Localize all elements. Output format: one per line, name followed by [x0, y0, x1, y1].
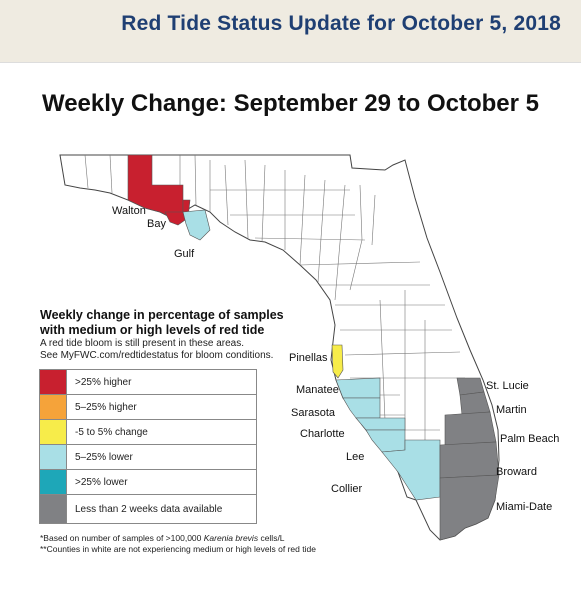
- legend-swatch: [40, 470, 67, 494]
- legend-table: >25% higher 5–25% higher -5 to 5% change…: [39, 369, 257, 524]
- legend-row: Less than 2 weeks data available: [40, 495, 256, 523]
- legend-label: 5–25% higher: [75, 401, 137, 413]
- county-fill-charlotte: [355, 417, 406, 431]
- page-title: Red Tide Status Update for October 5, 20…: [121, 12, 561, 35]
- county-label-manatee: Manatee: [296, 384, 339, 396]
- footnote-2: **Counties in white are not experiencing…: [40, 544, 316, 554]
- county-label-st-lucie: St. Lucie: [486, 380, 529, 392]
- footnote-1-post: cells/L: [258, 533, 285, 543]
- county-label-walton: Walton: [112, 205, 146, 217]
- legend-label: -5 to 5% change: [75, 426, 148, 438]
- legend-swatch: [40, 495, 67, 523]
- county-fill-lee: [365, 429, 406, 453]
- county-label-miami-date: Miami-Date: [496, 501, 553, 513]
- legend-label: 5–25% lower: [75, 451, 133, 463]
- county-label-martin: Martin: [496, 404, 527, 416]
- legend-swatch: [40, 420, 67, 444]
- county-fill-gulf: [182, 209, 211, 241]
- county-label-broward: Broward: [496, 466, 537, 478]
- footnote-1: *Based on number of samples of >100,000 …: [40, 533, 340, 543]
- county-label-charlotte: Charlotte: [300, 428, 345, 440]
- county-fill-palm-beach: [444, 411, 497, 446]
- legend-note: A red tide bloom is still present in the…: [40, 338, 290, 362]
- legend-row: -5 to 5% change: [40, 420, 256, 445]
- county-boundaries: [84, 154, 465, 461]
- county-label-bay: Bay: [147, 218, 166, 230]
- legend-swatch: [40, 370, 67, 394]
- county-label-palm-beach: Palm Beach: [500, 433, 560, 445]
- county-fill-manatee: [335, 377, 381, 399]
- county-label-sarasota: Sarasota: [291, 407, 336, 419]
- county-fill-miami-date: [439, 474, 500, 541]
- legend-heading: Weekly change in percentage of samples w…: [40, 308, 284, 337]
- legend-note-line2: See MyFWC.com/redtidestatus for bloom co…: [40, 350, 274, 361]
- header-bar: Red Tide Status Update for October 5, 20…: [0, 0, 581, 62]
- county-fill-pinellas: [331, 344, 344, 379]
- legend-row: 5–25% higher: [40, 395, 256, 420]
- footnote-1-pre: *Based on number of samples of >100,000: [40, 533, 204, 543]
- legend-swatch: [40, 445, 67, 469]
- legend-row: >25% lower: [40, 470, 256, 495]
- legend-label: >25% lower: [75, 476, 128, 488]
- map-subtitle: Weekly Change: September 29 to October 5: [41, 90, 540, 117]
- footnote-1-species: Karenia brevis: [203, 533, 259, 543]
- county-fill-bay: [164, 199, 191, 226]
- legend-label: >25% higher: [75, 376, 132, 388]
- county-fill-broward: [439, 441, 500, 479]
- legend-row: >25% higher: [40, 370, 256, 395]
- legend-label: Less than 2 weeks data available: [75, 503, 223, 515]
- legend-swatch: [40, 395, 67, 419]
- legend-row: 5–25% lower: [40, 445, 256, 470]
- county-label-lee: Lee: [346, 451, 365, 463]
- county-label-gulf: Gulf: [174, 248, 195, 260]
- legend-note-line1: A red tide bloom is still present in the…: [40, 338, 244, 349]
- county-label-pinellas: Pinellas: [289, 352, 328, 364]
- county-fill-sarasota: [342, 397, 381, 419]
- county-label-collier: Collier: [331, 483, 363, 495]
